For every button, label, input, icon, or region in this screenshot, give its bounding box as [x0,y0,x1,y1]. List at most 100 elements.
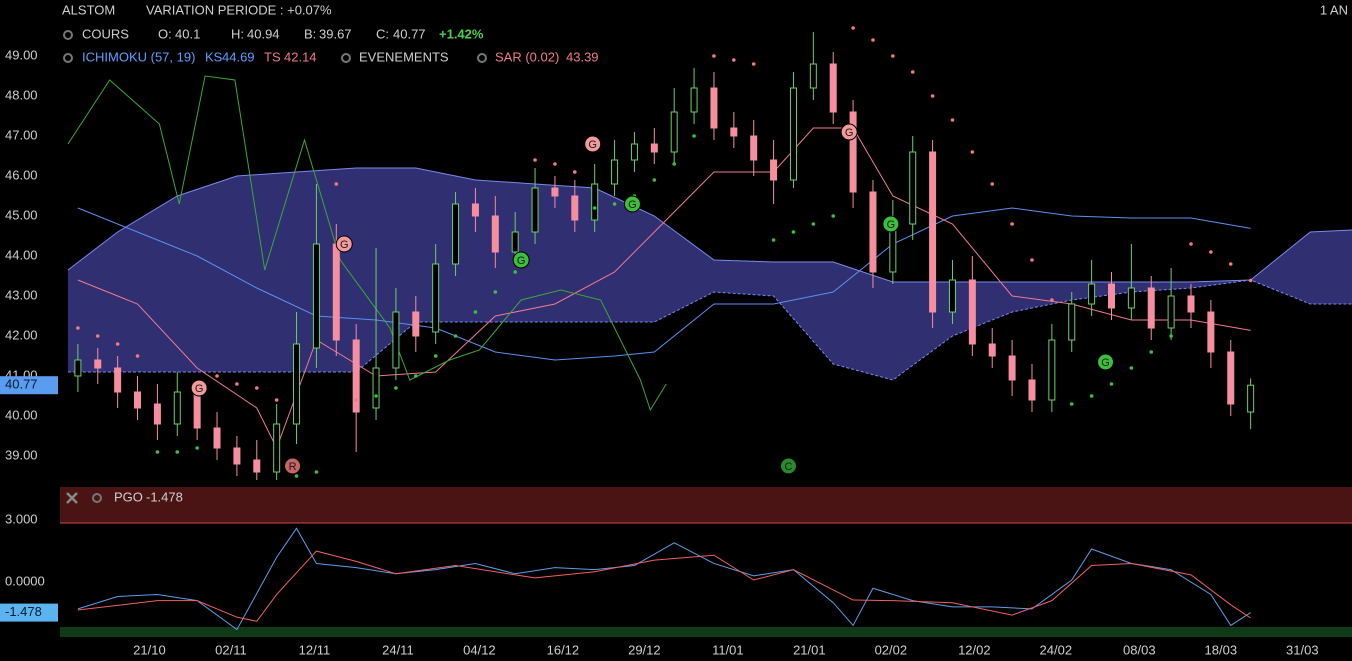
sar-dot [672,162,676,166]
candle-body [352,339,360,413]
candle-body [193,391,201,429]
signal-marker [512,251,530,269]
sar-dot [970,150,975,154]
ks-value: 44.69 [222,49,255,64]
candle-body [1088,283,1096,305]
y-tick-label: 47.00 [5,127,38,142]
candle-body [94,359,102,369]
candle-body [332,243,340,341]
candle-body [74,359,82,377]
cours-label: COURS [82,26,129,41]
candle-body [730,127,738,137]
change: +1.42% [439,26,484,41]
candle-body [611,159,619,185]
candle-body [849,111,857,193]
sar-dot [473,310,478,314]
candle-body [273,423,281,473]
price-panel: 49.00 48.00 47.00 46.00 45.00 44.00 43.00 42.00… [0,26,1352,480]
candle-body [948,279,956,313]
sar-label: SAR (0.02) [495,49,559,64]
sar-dot [1169,334,1173,338]
settings-icon[interactable] [63,30,73,40]
sar-dot [453,334,458,338]
open-value: 40.1 [175,26,200,41]
x-tick-label: 18/03 [1205,642,1238,657]
candle-body [1068,303,1076,341]
candle-body [134,391,142,409]
candle-body [531,187,539,233]
y-tick-label: 44.00 [5,247,38,262]
sar-dot [1050,298,1054,302]
sar-dot [334,182,339,186]
signal-label: G [517,255,526,267]
x-tick-label: 16/12 [547,642,580,657]
candle-body [432,263,440,333]
signal-marker [335,235,353,253]
sar-dot [254,386,259,390]
settings-icon[interactable] [341,53,351,63]
x-tick-label: 24/11 [382,642,414,657]
sar-dot [175,450,180,454]
sar-dot [1248,278,1253,283]
y-tick-label: 45.00 [5,207,38,222]
sar-dot [851,26,855,30]
settings-icon[interactable] [63,53,73,63]
signal-marker [190,379,208,397]
y-tick-label: 0.0000 [5,573,45,588]
x-tick-label: 02/02 [875,642,908,657]
settings-icon[interactable] [92,493,102,503]
signal-marker [779,457,797,475]
x-tick-label: 31/03 [1286,642,1319,657]
y-tick-label: 42.00 [5,327,38,342]
candle-body [1167,295,1175,329]
signal-label: G [340,239,349,251]
candle-body [114,367,122,393]
x-tick-label: 12/02 [958,642,991,657]
signal-marker [623,195,641,213]
period[interactable]: 1 AN [1320,2,1348,17]
candle-body [253,459,261,473]
sar-dot [831,214,836,218]
sar-dot [394,386,398,390]
sar-dot [413,374,418,378]
sar-dot [115,342,120,346]
settings-icon[interactable] [477,53,487,63]
candle-body [293,343,301,425]
sar-dot [930,94,935,98]
candle-body [789,87,797,181]
candle-body [1028,379,1036,401]
candle-body [412,311,420,337]
ts-value: 42.14 [284,49,317,64]
candle-body [392,311,400,369]
sar-dot [1010,222,1014,226]
sar-dot [1109,382,1114,386]
low-label: B: [304,26,316,41]
sar-value: 43.39 [566,49,599,64]
tenkan-line [77,127,1251,450]
sar-dot [76,326,80,330]
sar-dot [811,222,816,226]
sar-dot [1129,366,1134,370]
sar-dot [692,134,696,138]
candle-body [690,87,698,113]
pgo-title: PGO [114,489,143,504]
candle-body [750,135,758,161]
signal-marker [840,123,858,141]
close-value: 40.77 [393,26,426,41]
sar-dot [1069,402,1074,406]
x-tick-label: 02/11 [215,642,247,657]
signal-label: G [887,219,896,231]
y-tick-label: 46.00 [5,167,38,182]
y-tick-label: 39.00 [5,447,38,462]
sar-dot [592,206,597,210]
close-icon[interactable] [66,492,78,504]
signal-label: G [195,383,204,395]
sar-dot [155,450,160,454]
x-tick-label: 21/10 [133,642,166,657]
candle-body [1247,384,1255,413]
sar-dot [195,446,199,450]
close-label: C: [376,26,389,41]
sar-dot [1228,262,1233,266]
high-value: 40.94 [247,26,280,41]
signal-label: G [845,127,854,139]
